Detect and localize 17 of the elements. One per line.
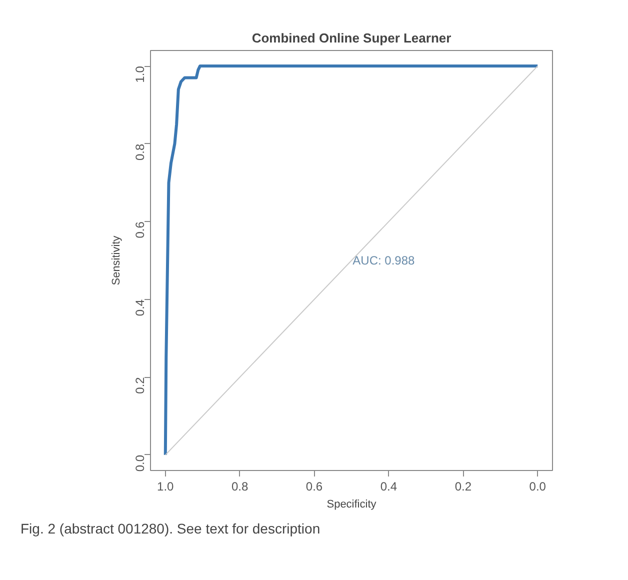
y-tick-label: 0.6	[133, 221, 147, 238]
annotation: AUC: 0.988	[352, 254, 416, 268]
x-tick-label: 0.4	[380, 480, 398, 494]
y-tick-label: 0.4	[133, 299, 147, 316]
y-axis-title: Sensitivity	[110, 235, 122, 286]
x-tick-label: 1.0	[157, 480, 174, 494]
x-tick-label: 0.0	[529, 480, 546, 494]
x-tick-label: 0.2	[454, 480, 472, 494]
chart-title: Combined Online Super Learner	[252, 30, 452, 46]
caption: Fig. 2 (abstract 001280). See text for description	[20, 520, 320, 536]
x-tick-label: 0.8	[231, 480, 248, 494]
x-axis-title: Specificity	[326, 498, 377, 510]
x-tick-label: 0.6	[306, 480, 323, 494]
y-tick-label: 1.0	[133, 66, 147, 83]
y-tick-label: 0.2	[133, 376, 147, 394]
y-tick-label: 0.8	[133, 144, 147, 161]
y-tick-label: 0.0	[133, 454, 147, 472]
